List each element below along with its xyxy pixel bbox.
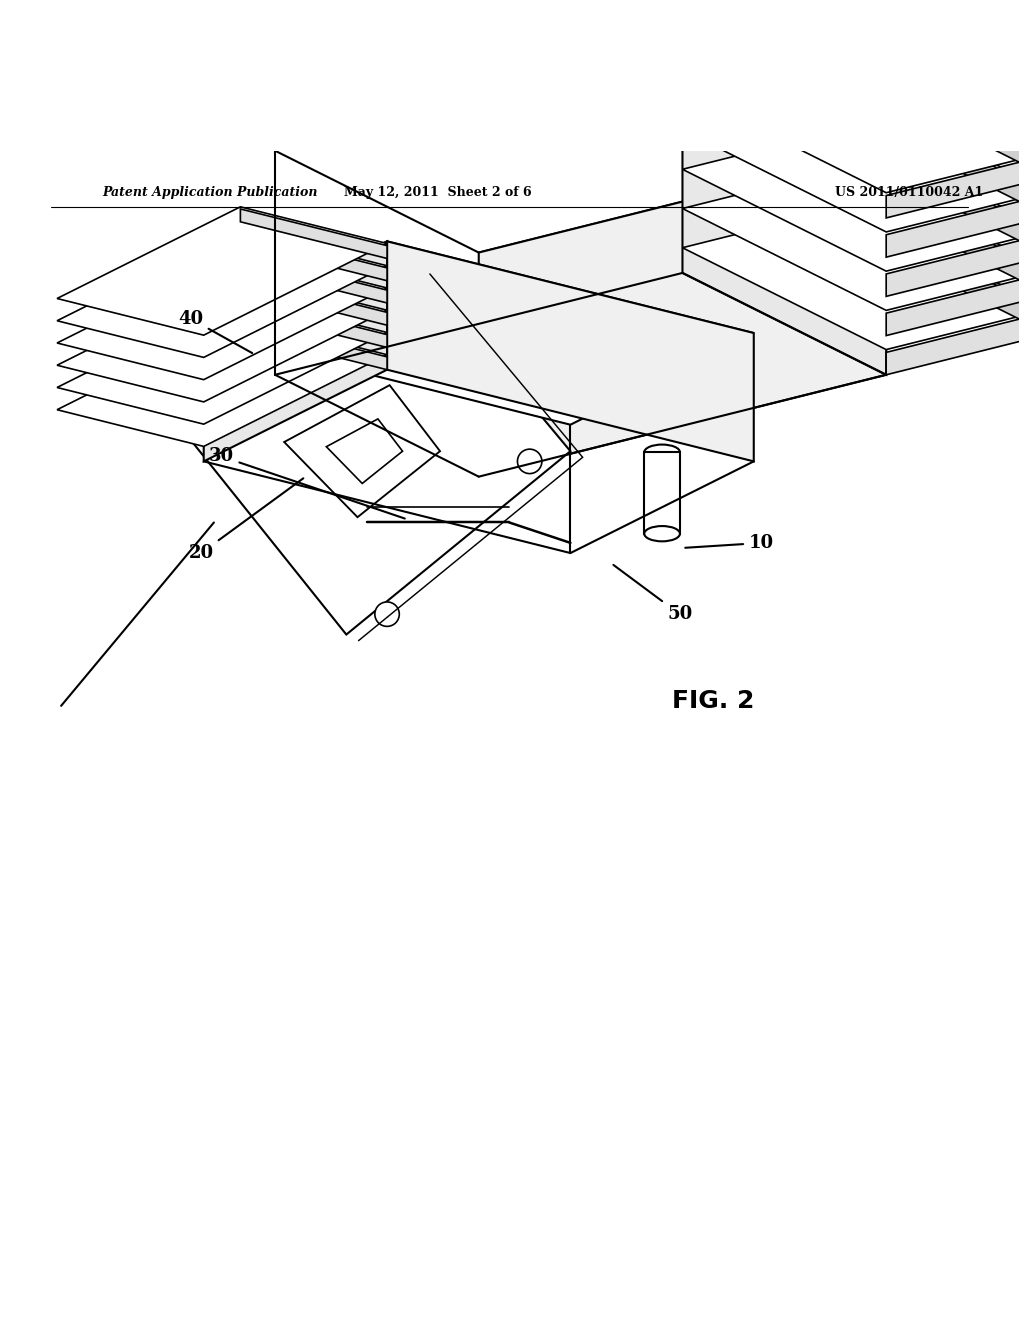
Polygon shape xyxy=(241,253,387,304)
Polygon shape xyxy=(183,268,570,635)
Polygon shape xyxy=(846,210,1024,334)
Polygon shape xyxy=(682,207,1024,350)
Polygon shape xyxy=(57,318,387,446)
Polygon shape xyxy=(846,170,1024,294)
Circle shape xyxy=(385,276,410,301)
Text: 40: 40 xyxy=(178,310,252,352)
Polygon shape xyxy=(204,242,387,462)
Polygon shape xyxy=(327,418,402,483)
Ellipse shape xyxy=(644,527,680,541)
Text: 20: 20 xyxy=(188,478,303,562)
Polygon shape xyxy=(682,50,1024,193)
Circle shape xyxy=(191,399,216,422)
Text: 50: 50 xyxy=(613,565,692,623)
Polygon shape xyxy=(644,453,680,533)
Polygon shape xyxy=(241,209,387,259)
Text: FIG. 2: FIG. 2 xyxy=(672,689,755,713)
Polygon shape xyxy=(241,231,387,281)
Polygon shape xyxy=(479,150,886,477)
Text: May 12, 2011  Sheet 2 of 6: May 12, 2011 Sheet 2 of 6 xyxy=(344,186,531,199)
Polygon shape xyxy=(285,385,440,517)
Polygon shape xyxy=(886,194,1024,257)
Polygon shape xyxy=(241,321,387,370)
Circle shape xyxy=(517,449,542,474)
Polygon shape xyxy=(275,49,886,252)
Circle shape xyxy=(375,602,399,627)
Ellipse shape xyxy=(644,445,680,459)
Text: 10: 10 xyxy=(685,535,774,552)
Text: US 2011/0110042 A1: US 2011/0110042 A1 xyxy=(836,186,983,199)
Ellipse shape xyxy=(659,106,706,119)
Polygon shape xyxy=(659,57,706,112)
Ellipse shape xyxy=(649,54,716,69)
Polygon shape xyxy=(57,230,387,358)
Text: 30: 30 xyxy=(209,447,404,519)
Polygon shape xyxy=(682,90,1024,232)
Ellipse shape xyxy=(649,24,716,38)
Ellipse shape xyxy=(659,50,706,63)
Polygon shape xyxy=(57,273,387,401)
Polygon shape xyxy=(886,234,1024,297)
Polygon shape xyxy=(682,168,1024,310)
Polygon shape xyxy=(682,128,1024,271)
Polygon shape xyxy=(886,272,1024,335)
Polygon shape xyxy=(241,276,387,325)
Polygon shape xyxy=(57,296,387,424)
Polygon shape xyxy=(846,132,1024,256)
Text: Patent Application Publication: Patent Application Publication xyxy=(101,186,317,199)
Polygon shape xyxy=(241,298,387,347)
Polygon shape xyxy=(57,251,387,380)
Polygon shape xyxy=(57,207,387,335)
Polygon shape xyxy=(846,92,1024,216)
Polygon shape xyxy=(649,30,716,62)
Polygon shape xyxy=(846,53,1024,177)
Polygon shape xyxy=(204,242,754,425)
Polygon shape xyxy=(886,312,1024,375)
Polygon shape xyxy=(886,154,1024,218)
Polygon shape xyxy=(387,242,754,462)
Polygon shape xyxy=(682,49,886,375)
